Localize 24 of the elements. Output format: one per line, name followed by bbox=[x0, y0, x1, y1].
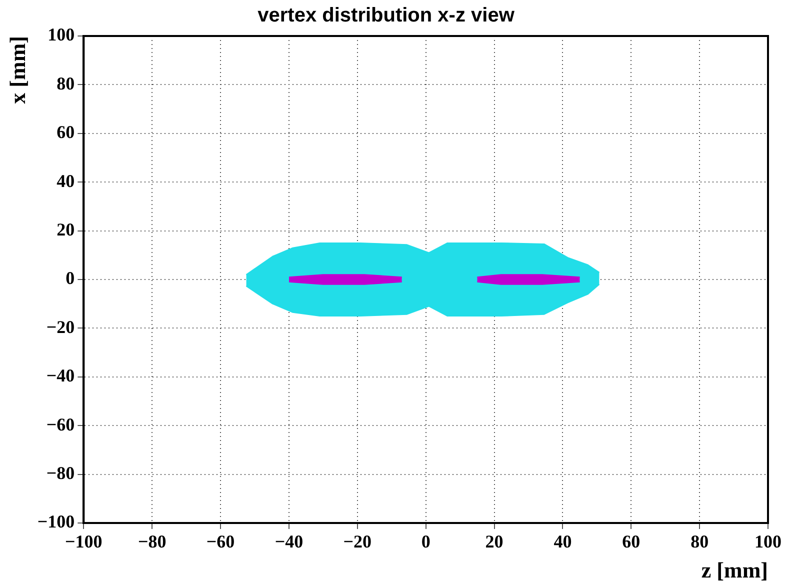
x-tick-label: −80 bbox=[138, 531, 166, 552]
x-tick-label: −40 bbox=[274, 531, 304, 552]
x-tick-label: 80 bbox=[690, 531, 709, 552]
y-tick-label: −80 bbox=[46, 462, 75, 483]
x-tick-label: 100 bbox=[754, 531, 782, 552]
y-tick-label: −40 bbox=[46, 366, 75, 386]
y-tick-label: 40 bbox=[56, 170, 75, 191]
y-tick-label: 100 bbox=[48, 24, 75, 45]
chart-title: vertex distribution x-z view bbox=[258, 4, 515, 27]
y-tick-label: 80 bbox=[56, 73, 75, 94]
x-tick-label: 20 bbox=[485, 531, 504, 552]
x-tick-label: 40 bbox=[554, 531, 572, 552]
x-tick-label: 60 bbox=[622, 531, 640, 552]
x-tick-label: −20 bbox=[343, 531, 372, 552]
y-tick-label: 20 bbox=[56, 219, 75, 240]
y-axis-title: x [mm] bbox=[4, 36, 30, 104]
y-tick-label: −60 bbox=[46, 414, 75, 434]
y-tick-label: 60 bbox=[56, 122, 75, 142]
x-tick-label: 0 bbox=[421, 531, 430, 552]
y-tick-label: −100 bbox=[37, 512, 75, 532]
y-tick-label: −20 bbox=[46, 316, 75, 337]
x-axis-title: z [mm] bbox=[701, 557, 768, 582]
x-tick-label: −60 bbox=[206, 531, 235, 552]
y-tick-label: 0 bbox=[66, 268, 75, 288]
